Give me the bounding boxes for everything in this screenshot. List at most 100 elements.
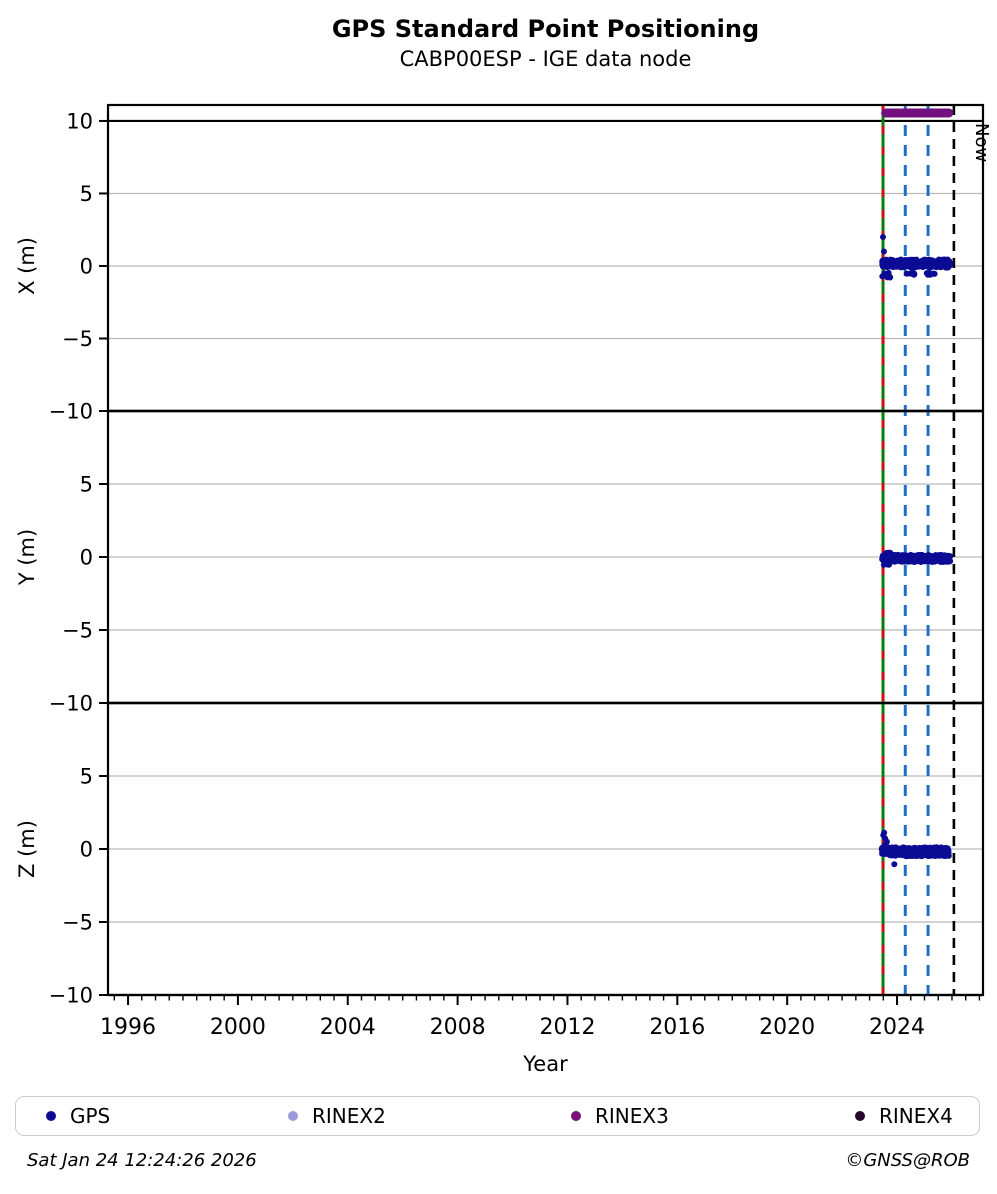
gps-outlier-point [891, 861, 898, 868]
y-tick-label: −10 [49, 400, 93, 424]
gps-point [918, 849, 925, 856]
gps-point [938, 845, 945, 852]
y-tick-label: −10 [49, 984, 93, 1008]
x-tick-label: 2016 [649, 1015, 705, 1040]
y-tick-label: 5 [80, 473, 93, 497]
gps-point [897, 849, 904, 856]
chart-title: GPS Standard Point Positioning [331, 15, 760, 43]
legend-label-gps: GPS [70, 1103, 111, 1128]
x-tick-label: 2012 [539, 1015, 595, 1040]
rinex2-dot-icon [288, 1110, 298, 1121]
gps-point [912, 258, 919, 264]
gps-point [928, 258, 935, 265]
legend-item-rinex4: RINEX4 [855, 1097, 953, 1134]
gps-point [895, 553, 902, 560]
gps-point [930, 270, 937, 277]
gps-point [916, 261, 923, 268]
chart-subtitle: CABP00ESP - IGE data node [399, 47, 692, 72]
chart-legend: GPS RINEX2 RINEX3 RINEX4 [15, 1096, 980, 1136]
legend-item-gps: GPS [46, 1097, 110, 1134]
rinex4-dot-icon [855, 1110, 865, 1121]
y-axis-title: X (m) [15, 237, 39, 295]
event-lines [881, 105, 956, 995]
legend-label-rinex3: RINEX3 [595, 1103, 669, 1128]
gps-point [938, 551, 945, 558]
gps-point [914, 558, 921, 565]
panel-border [106, 701, 985, 997]
y-tick-label: 5 [80, 765, 93, 789]
x-tick-label: 2020 [759, 1015, 815, 1040]
now-label: Now [971, 123, 992, 162]
gps-outlier-point [880, 248, 887, 255]
y-tick-label: −5 [62, 911, 93, 935]
gps-point [886, 273, 892, 279]
y-tick-label: −5 [62, 327, 93, 351]
y-tick-label: 5 [80, 182, 93, 206]
gps-point [936, 261, 943, 268]
y-tick-label: −5 [62, 619, 93, 643]
legend-item-rinex2: RINEX2 [288, 1097, 386, 1134]
gps-dot-icon [46, 1110, 56, 1121]
gridlines [108, 119, 983, 997]
gps-point [945, 849, 952, 856]
gps-point [917, 551, 923, 558]
gps-point [920, 556, 927, 563]
axis-labels: 10 5 0 −5 −10 X (m) 5 0 −5 −10 Y (m) 5 0 −5 −10 Z (m) No… [15, 109, 992, 1076]
x-tick-label: 2024 [869, 1015, 925, 1040]
gps-point [909, 557, 916, 564]
y-tick-label: 10 [66, 109, 93, 133]
gps-point [911, 264, 918, 271]
x-tick-label: 1996 [100, 1015, 156, 1040]
y-axis-title: Y (m) [15, 529, 39, 586]
gps-point [887, 259, 894, 266]
gps-point [944, 264, 951, 271]
gps-point [897, 256, 904, 263]
gps-point [878, 846, 885, 853]
gps-point [906, 552, 913, 559]
gps-point [890, 846, 897, 853]
gps-point [926, 852, 933, 859]
gps-point [881, 270, 888, 277]
gps-point [903, 270, 910, 277]
x-axis-title: Year [522, 1052, 568, 1076]
gps-points [878, 234, 954, 868]
gps-point [937, 558, 944, 565]
gps-point [924, 552, 931, 559]
gps-point [944, 259, 951, 266]
gps-point [912, 553, 919, 560]
gps-point [942, 556, 949, 563]
gps-point [887, 550, 893, 557]
x-tick-label: 2004 [320, 1015, 376, 1040]
gps-point [881, 260, 888, 267]
y-tick-label: 0 [80, 546, 93, 570]
chart-header: GPS Standard Point Positioning CABP00ESP… [108, 14, 983, 75]
x-tick-label: 2008 [430, 1015, 486, 1040]
y-tick-label: 0 [80, 838, 93, 862]
panel-border [106, 103, 985, 413]
gps-point [911, 271, 918, 278]
y-tick-label: 0 [80, 254, 93, 278]
rinex3-availability-bar [881, 108, 954, 118]
y-axis-title: Z (m) [15, 820, 39, 878]
gps-point [924, 271, 931, 278]
legend-item-rinex3: RINEX3 [571, 1097, 669, 1134]
gps-outlier-point [883, 838, 890, 845]
chart-canvas: 10 5 0 −5 −10 X (m) 5 0 −5 −10 Y (m) 5 0 −5 −10 Z (m) No… [15, 103, 992, 1076]
gps-point [927, 844, 934, 851]
plot-copyright: ©GNSS@ROB [845, 1150, 970, 1171]
gps-point [931, 557, 937, 564]
legend-label-rinex4: RINEX4 [879, 1103, 953, 1128]
gps-outlier-point [880, 234, 886, 240]
gps-point [911, 852, 918, 859]
gps-point [886, 558, 893, 565]
gps-point [905, 263, 911, 270]
x-tick-label: 2000 [210, 1015, 266, 1040]
gps-outlier-point [881, 829, 888, 836]
axes [99, 103, 985, 1005]
plot-timestamp: Sat Jan 24 12:24:26 2026 [27, 1150, 257, 1171]
gps-point [893, 262, 900, 269]
rinex3-dot-icon [571, 1110, 581, 1121]
y-tick-label: −10 [49, 692, 93, 716]
legend-label-rinex2: RINEX2 [312, 1103, 386, 1128]
